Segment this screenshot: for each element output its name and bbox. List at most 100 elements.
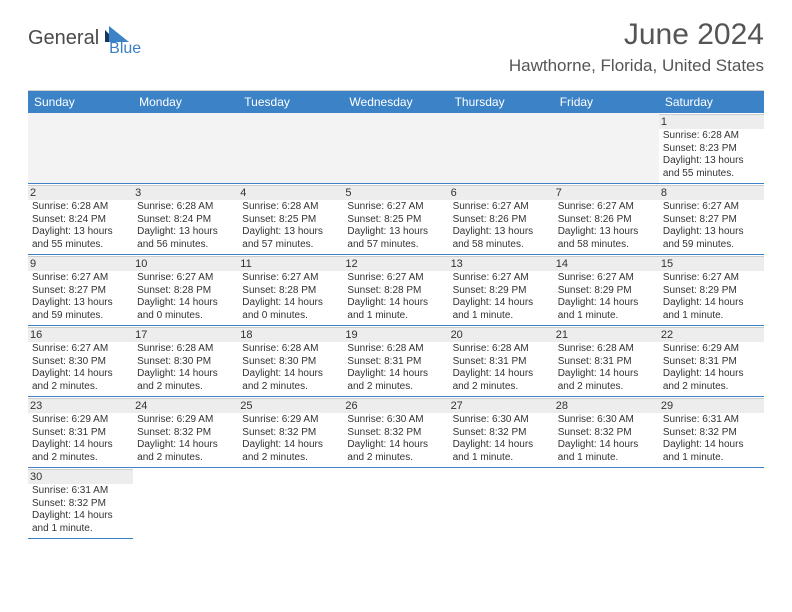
sunrise-text: Sunrise: 6:27 AM xyxy=(558,201,655,214)
daylight-text: Daylight: 14 hours and 2 minutes. xyxy=(453,368,550,393)
day-header-cell: Wednesday xyxy=(343,91,448,113)
sunset-text: Sunset: 8:31 PM xyxy=(663,356,760,369)
day-number: 3 xyxy=(133,185,238,200)
calendar-cell-empty xyxy=(554,468,659,539)
daylight-text: Daylight: 14 hours and 2 minutes. xyxy=(32,368,129,393)
sunrise-text: Sunrise: 6:27 AM xyxy=(663,201,760,214)
day-number: 12 xyxy=(343,256,448,271)
calendar-cell: 28Sunrise: 6:30 AMSunset: 8:32 PMDayligh… xyxy=(554,397,659,468)
calendar-cell: 30Sunrise: 6:31 AMSunset: 8:32 PMDayligh… xyxy=(28,468,133,539)
calendar-cell-empty xyxy=(449,113,554,184)
calendar-cell: 25Sunrise: 6:29 AMSunset: 8:32 PMDayligh… xyxy=(238,397,343,468)
calendar-cell-empty xyxy=(238,113,343,184)
sunrise-text: Sunrise: 6:27 AM xyxy=(453,272,550,285)
calendar-cell: 2Sunrise: 6:28 AMSunset: 8:24 PMDaylight… xyxy=(28,184,133,255)
sunset-text: Sunset: 8:28 PM xyxy=(242,285,339,298)
week-row: 2Sunrise: 6:28 AMSunset: 8:24 PMDaylight… xyxy=(28,184,764,255)
day-number: 10 xyxy=(133,256,238,271)
calendar-cell: 14Sunrise: 6:27 AMSunset: 8:29 PMDayligh… xyxy=(554,255,659,326)
sunset-text: Sunset: 8:31 PM xyxy=(453,356,550,369)
sunrise-text: Sunrise: 6:27 AM xyxy=(137,272,234,285)
calendar-cell-empty xyxy=(659,468,764,539)
day-number: 23 xyxy=(28,398,133,413)
calendar: SundayMondayTuesdayWednesdayThursdayFrid… xyxy=(28,90,764,539)
day-header-cell: Saturday xyxy=(659,91,764,113)
day-number: 9 xyxy=(28,256,133,271)
daylight-text: Daylight: 14 hours and 2 minutes. xyxy=(347,439,444,464)
title-block: June 2024 Hawthorne, Florida, United Sta… xyxy=(509,18,764,76)
sunrise-text: Sunrise: 6:27 AM xyxy=(242,272,339,285)
daylight-text: Daylight: 14 hours and 2 minutes. xyxy=(242,439,339,464)
daylight-text: Daylight: 13 hours and 57 minutes. xyxy=(347,226,444,251)
day-number: 21 xyxy=(554,327,659,342)
calendar-cell: 13Sunrise: 6:27 AMSunset: 8:29 PMDayligh… xyxy=(449,255,554,326)
day-number: 2 xyxy=(28,185,133,200)
sunset-text: Sunset: 8:23 PM xyxy=(663,143,760,156)
day-header-cell: Monday xyxy=(133,91,238,113)
calendar-cell-empty xyxy=(343,468,448,539)
daylight-text: Daylight: 14 hours and 2 minutes. xyxy=(663,368,760,393)
sunrise-text: Sunrise: 6:27 AM xyxy=(558,272,655,285)
daylight-text: Daylight: 14 hours and 1 minute. xyxy=(663,439,760,464)
sunrise-text: Sunrise: 6:27 AM xyxy=(663,272,760,285)
sunset-text: Sunset: 8:32 PM xyxy=(242,427,339,440)
week-row: 16Sunrise: 6:27 AMSunset: 8:30 PMDayligh… xyxy=(28,326,764,397)
calendar-cell: 7Sunrise: 6:27 AMSunset: 8:26 PMDaylight… xyxy=(554,184,659,255)
daylight-text: Daylight: 14 hours and 2 minutes. xyxy=(558,368,655,393)
sunset-text: Sunset: 8:30 PM xyxy=(137,356,234,369)
daylight-text: Daylight: 14 hours and 1 minute. xyxy=(453,297,550,322)
sunset-text: Sunset: 8:25 PM xyxy=(242,214,339,227)
daylight-text: Daylight: 13 hours and 59 minutes. xyxy=(663,226,760,251)
sunrise-text: Sunrise: 6:29 AM xyxy=(663,343,760,356)
location: Hawthorne, Florida, United States xyxy=(509,56,764,76)
day-number: 14 xyxy=(554,256,659,271)
daylight-text: Daylight: 14 hours and 0 minutes. xyxy=(242,297,339,322)
daylight-text: Daylight: 14 hours and 1 minute. xyxy=(663,297,760,322)
calendar-cell-empty xyxy=(28,113,133,184)
day-number: 26 xyxy=(343,398,448,413)
sunset-text: Sunset: 8:26 PM xyxy=(558,214,655,227)
day-number: 20 xyxy=(449,327,554,342)
daylight-text: Daylight: 13 hours and 55 minutes. xyxy=(663,155,760,180)
calendar-cell: 16Sunrise: 6:27 AMSunset: 8:30 PMDayligh… xyxy=(28,326,133,397)
sunrise-text: Sunrise: 6:30 AM xyxy=(558,414,655,427)
sunrise-text: Sunrise: 6:30 AM xyxy=(453,414,550,427)
daylight-text: Daylight: 14 hours and 1 minute. xyxy=(453,439,550,464)
sunrise-text: Sunrise: 6:31 AM xyxy=(32,485,129,498)
daylight-text: Daylight: 13 hours and 58 minutes. xyxy=(453,226,550,251)
calendar-cell-empty xyxy=(554,113,659,184)
calendar-cell: 27Sunrise: 6:30 AMSunset: 8:32 PMDayligh… xyxy=(449,397,554,468)
calendar-cell: 9Sunrise: 6:27 AMSunset: 8:27 PMDaylight… xyxy=(28,255,133,326)
daylight-text: Daylight: 13 hours and 57 minutes. xyxy=(242,226,339,251)
sunrise-text: Sunrise: 6:27 AM xyxy=(347,272,444,285)
logo-text-sub: Blue xyxy=(109,40,141,58)
sunset-text: Sunset: 8:30 PM xyxy=(32,356,129,369)
daylight-text: Daylight: 14 hours and 2 minutes. xyxy=(137,439,234,464)
daylight-text: Daylight: 14 hours and 1 minute. xyxy=(558,439,655,464)
daylight-text: Daylight: 14 hours and 2 minutes. xyxy=(32,439,129,464)
day-header-cell: Friday xyxy=(554,91,659,113)
calendar-cell-empty xyxy=(343,113,448,184)
daylight-text: Daylight: 14 hours and 1 minute. xyxy=(558,297,655,322)
week-row: 30Sunrise: 6:31 AMSunset: 8:32 PMDayligh… xyxy=(28,468,764,539)
sunrise-text: Sunrise: 6:27 AM xyxy=(32,272,129,285)
day-number: 30 xyxy=(28,469,133,484)
calendar-cell: 4Sunrise: 6:28 AMSunset: 8:25 PMDaylight… xyxy=(238,184,343,255)
day-number: 24 xyxy=(133,398,238,413)
sunset-text: Sunset: 8:32 PM xyxy=(663,427,760,440)
sunset-text: Sunset: 8:32 PM xyxy=(137,427,234,440)
calendar-cell: 1Sunrise: 6:28 AMSunset: 8:23 PMDaylight… xyxy=(659,113,764,184)
calendar-cell-empty xyxy=(133,468,238,539)
day-number: 16 xyxy=(28,327,133,342)
sunrise-text: Sunrise: 6:28 AM xyxy=(453,343,550,356)
sunrise-text: Sunrise: 6:28 AM xyxy=(663,130,760,143)
calendar-cell: 19Sunrise: 6:28 AMSunset: 8:31 PMDayligh… xyxy=(343,326,448,397)
sunrise-text: Sunrise: 6:28 AM xyxy=(347,343,444,356)
sunrise-text: Sunrise: 6:30 AM xyxy=(347,414,444,427)
sunset-text: Sunset: 8:32 PM xyxy=(558,427,655,440)
sunrise-text: Sunrise: 6:28 AM xyxy=(242,201,339,214)
day-header-cell: Tuesday xyxy=(238,91,343,113)
daylight-text: Daylight: 14 hours and 2 minutes. xyxy=(242,368,339,393)
day-number: 5 xyxy=(343,185,448,200)
calendar-cell: 15Sunrise: 6:27 AMSunset: 8:29 PMDayligh… xyxy=(659,255,764,326)
